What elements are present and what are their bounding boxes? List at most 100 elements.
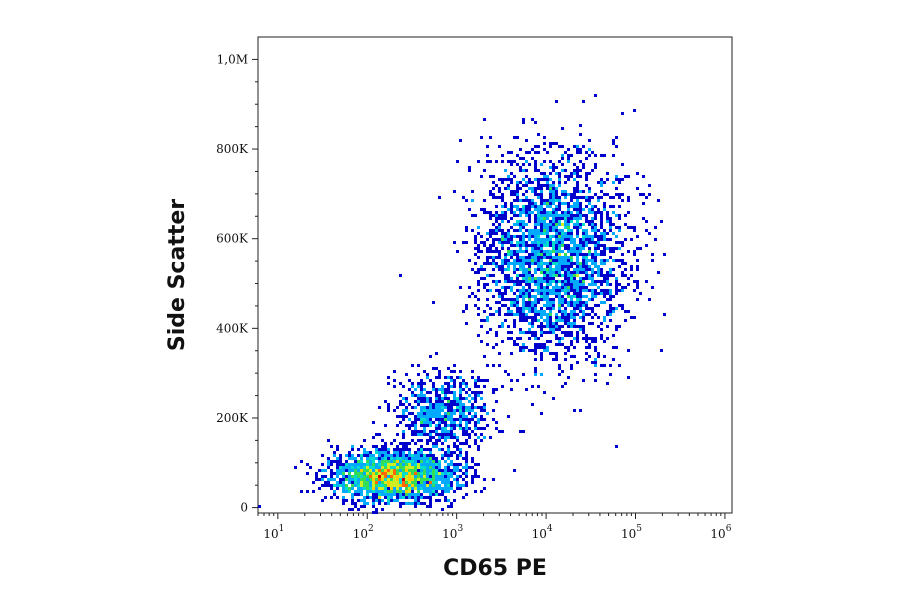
- data-point: [561, 211, 564, 214]
- data-point: [507, 232, 510, 235]
- data-point: [321, 484, 324, 487]
- data-point: [453, 382, 456, 385]
- data-point: [480, 490, 483, 493]
- data-point: [567, 247, 570, 250]
- data-point: [486, 145, 489, 148]
- data-point: [636, 280, 639, 283]
- data-point: [582, 223, 585, 226]
- data-point: [567, 250, 570, 253]
- data-point: [546, 181, 549, 184]
- data-point: [612, 232, 615, 235]
- data-point: [570, 262, 573, 265]
- data-point: [621, 274, 624, 277]
- data-point: [525, 301, 528, 304]
- data-point: [465, 415, 468, 418]
- data-point: [534, 280, 537, 283]
- data-point: [342, 496, 345, 499]
- data-point: [537, 181, 540, 184]
- data-point: [573, 214, 576, 217]
- data-point: [453, 385, 456, 388]
- data-point: [426, 376, 429, 379]
- data-point: [540, 352, 543, 355]
- data-point: [537, 319, 540, 322]
- data-point: [534, 217, 537, 220]
- data-point: [513, 322, 516, 325]
- data-point: [444, 481, 447, 484]
- data-point: [429, 505, 432, 508]
- data-point: [567, 376, 570, 379]
- data-point: [588, 187, 591, 190]
- data-point: [420, 400, 423, 403]
- data-point: [552, 223, 555, 226]
- data-point: [525, 289, 528, 292]
- data-point: [585, 334, 588, 337]
- data-point: [441, 388, 444, 391]
- data-point: [579, 253, 582, 256]
- data-point: [414, 469, 417, 472]
- data-point: [420, 457, 423, 460]
- data-point: [462, 457, 465, 460]
- data-point: [603, 235, 606, 238]
- data-point: [564, 352, 567, 355]
- data-point: [411, 457, 414, 460]
- data-point: [429, 448, 432, 451]
- data-point: [600, 283, 603, 286]
- data-point: [468, 466, 471, 469]
- data-point: [477, 427, 480, 430]
- data-point: [495, 331, 498, 334]
- data-point: [429, 469, 432, 472]
- data-point: [513, 340, 516, 343]
- data-point: [447, 478, 450, 481]
- data-point: [435, 352, 438, 355]
- data-point: [429, 397, 432, 400]
- data-point: [564, 223, 567, 226]
- data-point: [510, 238, 513, 241]
- data-point: [516, 163, 519, 166]
- data-point: [570, 301, 573, 304]
- data-point: [570, 259, 573, 262]
- data-point: [531, 199, 534, 202]
- data-point: [447, 505, 450, 508]
- data-point: [408, 484, 411, 487]
- data-point: [420, 382, 423, 385]
- data-point: [615, 226, 618, 229]
- data-point: [432, 472, 435, 475]
- data-point: [582, 301, 585, 304]
- data-point: [546, 316, 549, 319]
- data-point: [468, 166, 471, 169]
- data-point: [450, 436, 453, 439]
- data-point: [507, 274, 510, 277]
- data-point: [594, 292, 597, 295]
- data-point: [384, 493, 387, 496]
- data-point: [588, 274, 591, 277]
- data-point: [462, 430, 465, 433]
- data-point: [573, 190, 576, 193]
- data-point: [366, 484, 369, 487]
- data-point: [534, 235, 537, 238]
- data-point: [459, 139, 462, 142]
- data-point: [465, 421, 468, 424]
- data-point: [465, 457, 468, 460]
- data-point: [630, 268, 633, 271]
- data-point: [489, 214, 492, 217]
- data-point: [549, 289, 552, 292]
- data-point: [507, 298, 510, 301]
- data-point: [417, 496, 420, 499]
- data-point: [495, 211, 498, 214]
- data-point: [543, 277, 546, 280]
- data-point: [417, 499, 420, 502]
- data-point: [597, 244, 600, 247]
- data-point: [519, 259, 522, 262]
- data-point: [441, 442, 444, 445]
- data-point: [546, 232, 549, 235]
- data-point: [612, 142, 615, 145]
- data-point: [426, 484, 429, 487]
- data-point: [612, 334, 615, 337]
- data-point: [369, 454, 372, 457]
- data-point: [570, 154, 573, 157]
- data-point: [507, 313, 510, 316]
- data-point: [585, 175, 588, 178]
- data-point: [465, 385, 468, 388]
- data-point: [588, 277, 591, 280]
- data-point: [417, 430, 420, 433]
